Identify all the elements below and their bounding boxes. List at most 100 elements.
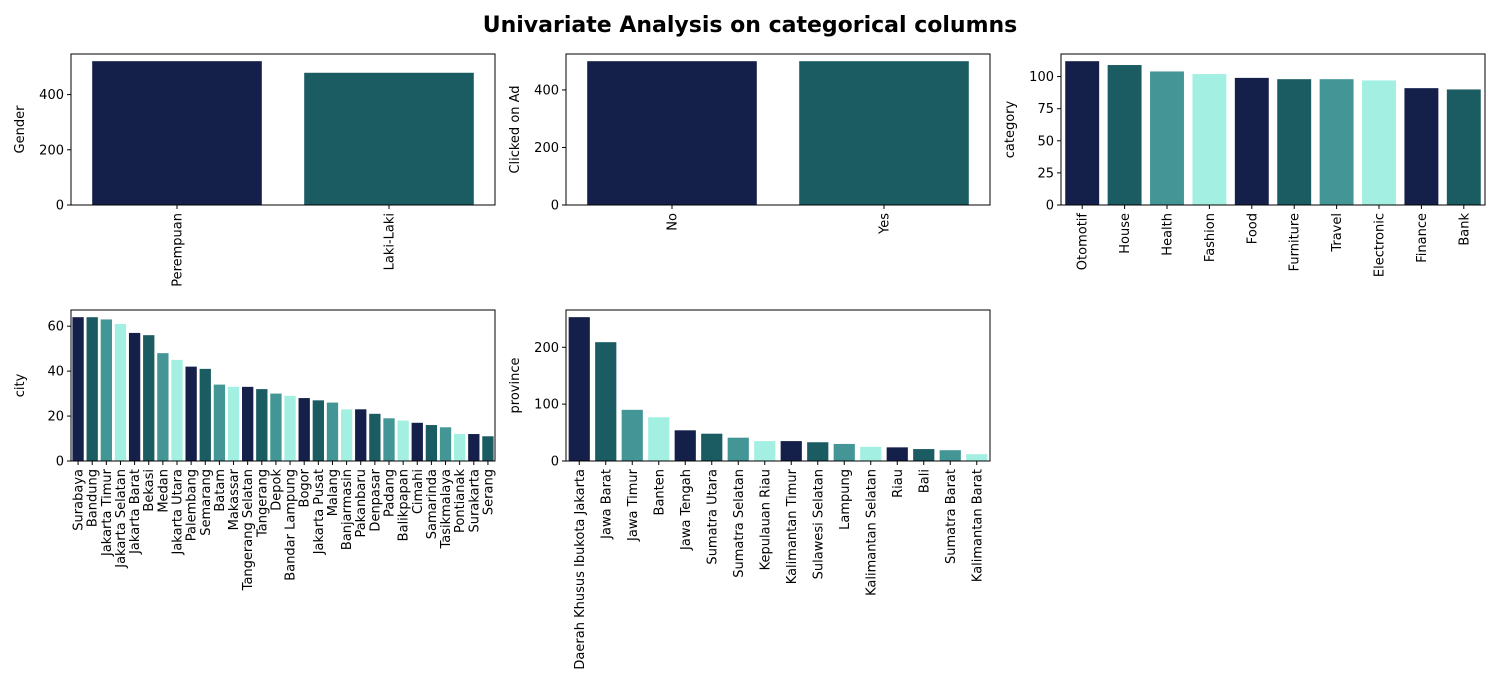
y-axis-label: province bbox=[508, 358, 523, 414]
bar-kepulauan-riau bbox=[754, 441, 776, 461]
x-tick-label: Jakarta Barat bbox=[128, 469, 143, 555]
bar-jakarta-barat bbox=[128, 332, 141, 461]
x-tick-label: Laki-Laki bbox=[383, 213, 398, 270]
bar-no bbox=[587, 61, 757, 205]
bar-jakarta-utara bbox=[171, 359, 183, 461]
x-tick-label: Kalimantan Timur bbox=[785, 468, 800, 584]
bar-riau bbox=[886, 447, 908, 461]
bar-depok bbox=[270, 393, 282, 461]
x-tick-label: Malang bbox=[326, 469, 341, 516]
bar-sumatra-selatan bbox=[727, 437, 749, 461]
x-tick-label: Makassar bbox=[227, 468, 242, 530]
plot-frame bbox=[1060, 53, 1486, 206]
bar-kalimantan-timur bbox=[780, 441, 802, 461]
y-axis-label: Clicked on Ad bbox=[508, 85, 523, 173]
x-tick-label: Bogor bbox=[298, 468, 313, 507]
x-tick-label: Kalimantan Selatan bbox=[864, 469, 879, 596]
bar-jakarta-selatan bbox=[114, 323, 127, 461]
bar-sumatra-barat bbox=[939, 450, 961, 461]
bar-laki-laki bbox=[304, 72, 474, 206]
x-tick-label: Jawa Barat bbox=[599, 469, 614, 540]
bar-health bbox=[1150, 71, 1184, 206]
bar-jawa-tengah bbox=[674, 430, 696, 461]
bar-jawa-timur bbox=[621, 409, 643, 461]
bar-surabaya bbox=[72, 317, 84, 461]
y-tick-label: 50 bbox=[1037, 134, 1054, 149]
x-tick-label: Samarinda bbox=[425, 469, 440, 539]
y-tick-label: 400 bbox=[534, 83, 559, 98]
bar-samarinda bbox=[425, 425, 438, 461]
bar-food bbox=[1234, 77, 1269, 205]
x-tick-label: Medan bbox=[156, 469, 171, 513]
bar-balikpapan bbox=[397, 420, 409, 461]
bar-electronic bbox=[1362, 80, 1396, 205]
x-tick-label: Jawa Tengah bbox=[679, 469, 694, 551]
x-tick-label: Pakanbaru bbox=[354, 469, 369, 538]
y-tick-label: 200 bbox=[534, 141, 559, 156]
bar-bandar-lampung bbox=[284, 395, 296, 461]
x-tick-label: Kalimantan Barat bbox=[970, 469, 985, 582]
y-tick-label: 100 bbox=[534, 398, 559, 413]
x-tick-label: Yes bbox=[878, 213, 893, 235]
bar-makassar bbox=[227, 386, 240, 461]
x-tick-label: Lampung bbox=[838, 469, 853, 530]
x-tick-label: Bali bbox=[917, 469, 932, 493]
bar-bali bbox=[913, 449, 935, 461]
bar-finance bbox=[1404, 88, 1439, 205]
y-tick-label: 20 bbox=[47, 410, 64, 425]
x-tick-label: Bandung bbox=[86, 469, 101, 527]
y-tick-label: 40 bbox=[47, 365, 64, 380]
x-tick-label: Electronic bbox=[1373, 213, 1388, 277]
x-tick-label: Jakarta Utara bbox=[171, 469, 186, 556]
bar-batam bbox=[213, 384, 226, 461]
x-tick-label: No bbox=[666, 213, 681, 231]
bar-daerah-khusus-ibukota-jakarta bbox=[568, 317, 590, 461]
x-tick-label: Semarang bbox=[199, 469, 214, 536]
x-tick-label: Bandar Lampung bbox=[284, 469, 299, 581]
bar-house bbox=[1107, 65, 1142, 205]
bar-otomotif bbox=[1065, 61, 1100, 205]
bar-sumatra-utara bbox=[701, 433, 723, 461]
x-tick-label: Balikpapan bbox=[397, 469, 412, 541]
x-tick-label: Riau bbox=[891, 469, 906, 498]
x-tick-label: Finance bbox=[1415, 213, 1430, 263]
bar-medan bbox=[157, 353, 169, 461]
x-tick-label: Tangerang bbox=[255, 469, 270, 538]
bar-perempuan bbox=[92, 61, 262, 206]
x-tick-label: Sumatra Utara bbox=[705, 469, 720, 565]
x-tick-label: Pontianak bbox=[453, 469, 468, 533]
bar-kalimantan-barat bbox=[966, 454, 988, 461]
bar-denpasar bbox=[369, 413, 381, 461]
bar-surakarta bbox=[468, 434, 480, 461]
bar-tangerang-selatan bbox=[242, 386, 254, 461]
bar-serang bbox=[482, 436, 494, 461]
plot-frame bbox=[70, 309, 496, 462]
bar-pakanbaru bbox=[355, 409, 367, 461]
plot-frame bbox=[565, 309, 991, 462]
x-tick-label: Palembang bbox=[185, 469, 200, 541]
x-tick-label: Jakarta Selatan bbox=[114, 469, 129, 569]
x-tick-label: Daerah Khusus Ibukota Jakarta bbox=[573, 469, 588, 670]
y-tick-label: 0 bbox=[56, 199, 64, 214]
y-axis-label: city bbox=[13, 373, 28, 397]
x-tick-label: Jawa Timur bbox=[626, 468, 641, 542]
x-tick-label: Furniture bbox=[1288, 213, 1303, 271]
x-tick-label: Tangerang Selatan bbox=[241, 469, 256, 591]
bar-banten bbox=[648, 417, 670, 461]
x-tick-label: Tasikmalaya bbox=[439, 469, 454, 550]
bar-tangerang bbox=[256, 389, 268, 461]
y-axis-label: category bbox=[1003, 100, 1018, 158]
bar-yes bbox=[799, 61, 969, 205]
y-tick-label: 400 bbox=[39, 88, 64, 103]
x-tick-label: Cimahi bbox=[411, 469, 426, 514]
bar-cimahi bbox=[411, 422, 423, 461]
bar-pontianak bbox=[454, 434, 466, 461]
chart-clicked-on-ad: 0 200 400 Clicked on Ad No Yes bbox=[508, 53, 991, 235]
x-tick-label: Health bbox=[1161, 213, 1176, 256]
bar-padang bbox=[383, 418, 395, 461]
y-tick-label: 75 bbox=[1037, 102, 1054, 117]
bar-semarang bbox=[199, 368, 211, 461]
x-tick-label: Depok bbox=[269, 469, 284, 511]
bar-kalimantan-selatan bbox=[860, 446, 882, 461]
